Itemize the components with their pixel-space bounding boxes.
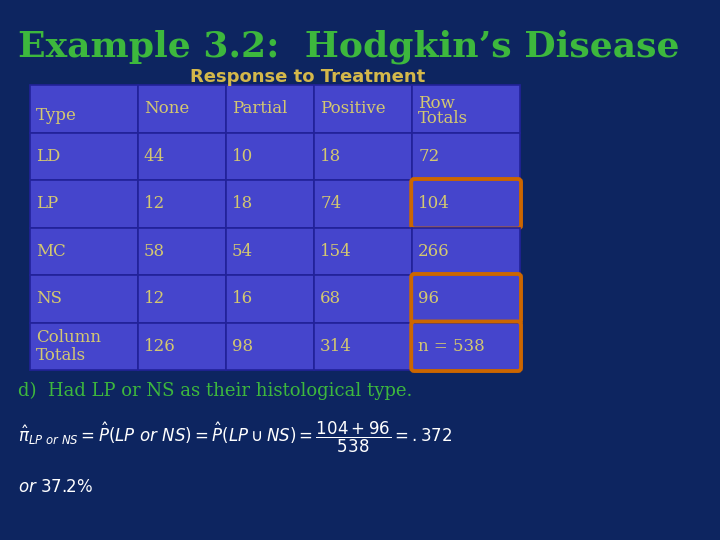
- Bar: [314, 275, 412, 322]
- Text: 314: 314: [320, 338, 352, 355]
- Text: 12: 12: [144, 291, 165, 307]
- Bar: [226, 322, 314, 370]
- Text: Partial: Partial: [232, 100, 287, 117]
- Text: Totals: Totals: [418, 110, 468, 127]
- Text: Totals: Totals: [36, 347, 86, 365]
- Text: 72: 72: [418, 148, 439, 165]
- Bar: [314, 322, 412, 370]
- Bar: [30, 85, 138, 132]
- Text: 96: 96: [418, 291, 439, 307]
- Text: 154: 154: [320, 243, 352, 260]
- Bar: [138, 132, 226, 180]
- Text: 10: 10: [232, 148, 253, 165]
- Text: 18: 18: [232, 195, 253, 212]
- Text: Positive: Positive: [320, 100, 386, 117]
- Bar: [30, 322, 138, 370]
- Bar: [412, 180, 520, 227]
- Text: 126: 126: [144, 338, 176, 355]
- Text: n = 538: n = 538: [418, 338, 485, 355]
- Text: 266: 266: [418, 243, 450, 260]
- Bar: [226, 227, 314, 275]
- Bar: [138, 322, 226, 370]
- Bar: [138, 85, 226, 132]
- Bar: [314, 132, 412, 180]
- Bar: [412, 275, 520, 322]
- Text: Row: Row: [418, 94, 455, 112]
- Text: None: None: [144, 100, 189, 117]
- Text: Example 3.2:  Hodgkin’s Disease: Example 3.2: Hodgkin’s Disease: [18, 30, 680, 64]
- Bar: [412, 322, 520, 370]
- Text: 18: 18: [320, 148, 341, 165]
- Text: 12: 12: [144, 195, 165, 212]
- Bar: [138, 180, 226, 227]
- Bar: [314, 85, 412, 132]
- Bar: [412, 85, 520, 132]
- Text: 54: 54: [232, 243, 253, 260]
- Bar: [226, 132, 314, 180]
- Bar: [314, 227, 412, 275]
- Bar: [412, 132, 520, 180]
- Bar: [412, 227, 520, 275]
- Text: NS: NS: [36, 291, 62, 307]
- Text: 98: 98: [232, 338, 253, 355]
- Bar: [30, 180, 138, 227]
- Text: 58: 58: [144, 243, 165, 260]
- Text: d)  Had LP or NS as their histological type.: d) Had LP or NS as their histological ty…: [18, 382, 413, 400]
- Text: $\hat{\pi}_{LP\ or\ NS} = \hat{P}(LP\ or\ NS) = \hat{P}(LP \cup NS) = \dfrac{104: $\hat{\pi}_{LP\ or\ NS} = \hat{P}(LP\ or…: [18, 420, 452, 455]
- Text: 68: 68: [320, 291, 341, 307]
- Bar: [138, 227, 226, 275]
- Bar: [226, 275, 314, 322]
- Text: Type: Type: [36, 107, 77, 125]
- Text: $\mathit{or}\ 37.2\%$: $\mathit{or}\ 37.2\%$: [18, 478, 94, 496]
- Bar: [30, 275, 138, 322]
- Bar: [226, 180, 314, 227]
- Bar: [138, 275, 226, 322]
- Bar: [226, 85, 314, 132]
- Text: 44: 44: [144, 148, 165, 165]
- Text: MC: MC: [36, 243, 66, 260]
- Text: LD: LD: [36, 148, 60, 165]
- Text: LP: LP: [36, 195, 58, 212]
- Text: 74: 74: [320, 195, 341, 212]
- Text: 104: 104: [418, 195, 450, 212]
- Bar: [30, 132, 138, 180]
- Text: Response to Treatment: Response to Treatment: [190, 68, 426, 86]
- Text: Column: Column: [36, 329, 101, 346]
- Bar: [30, 227, 138, 275]
- Text: 16: 16: [232, 291, 253, 307]
- Bar: [314, 180, 412, 227]
